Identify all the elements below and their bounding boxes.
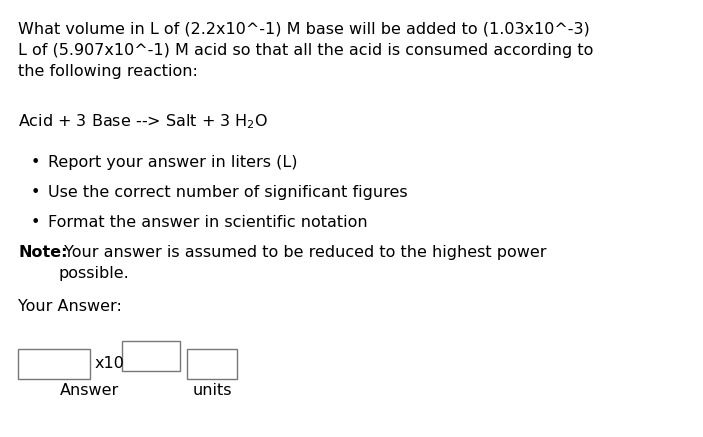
Text: Answer: Answer bbox=[60, 383, 120, 398]
Text: Format the answer in scientific notation: Format the answer in scientific notation bbox=[48, 215, 368, 230]
Text: Acid + 3 Base --> Salt + 3 H$_2$O: Acid + 3 Base --> Salt + 3 H$_2$O bbox=[18, 112, 268, 131]
Text: •: • bbox=[31, 185, 40, 200]
Text: Your Answer:: Your Answer: bbox=[18, 299, 122, 314]
Text: Your answer is assumed to be reduced to the highest power
possible.: Your answer is assumed to be reduced to … bbox=[59, 245, 546, 281]
Text: •: • bbox=[31, 215, 40, 230]
Text: Note:: Note: bbox=[18, 245, 67, 260]
Text: Use the correct number of significant figures: Use the correct number of significant fi… bbox=[48, 185, 408, 200]
Text: What volume in L of (2.2x10^-1) M base will be added to (1.03x10^-3)
L of (5.907: What volume in L of (2.2x10^-1) M base w… bbox=[18, 22, 593, 79]
Text: x10: x10 bbox=[95, 357, 125, 371]
Text: Report your answer in liters (L): Report your answer in liters (L) bbox=[48, 155, 297, 170]
Text: •: • bbox=[31, 155, 40, 170]
Text: units: units bbox=[192, 383, 232, 398]
